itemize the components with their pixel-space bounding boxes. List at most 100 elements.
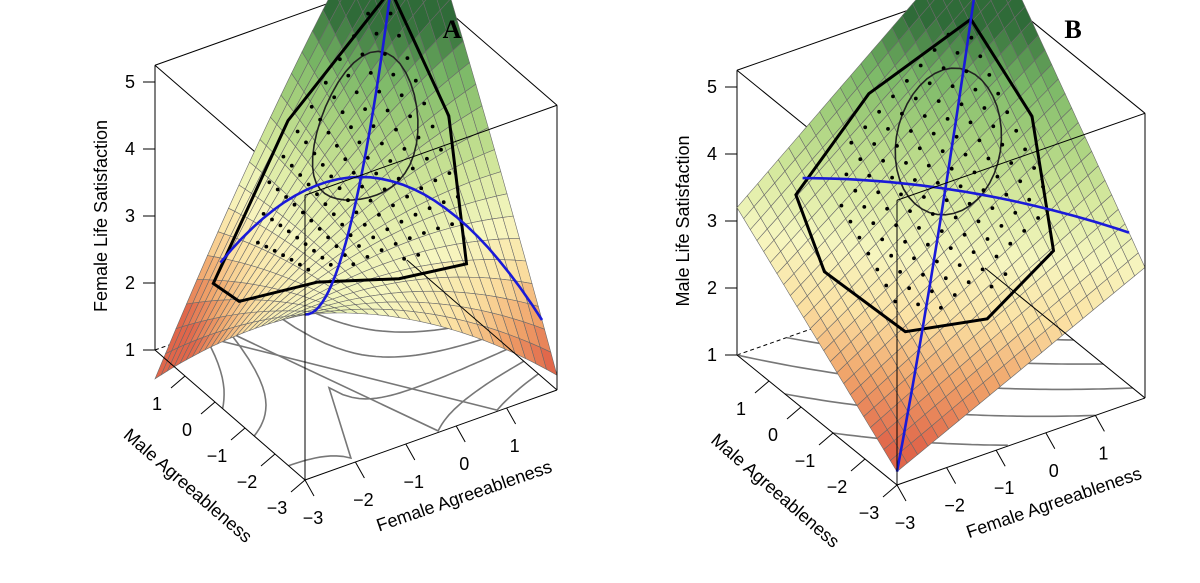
data-point (385, 108, 390, 113)
data-point (410, 166, 415, 171)
data-point (863, 125, 868, 130)
data-point (261, 212, 266, 216)
box-edge (154, 0, 340, 66)
data-point (399, 219, 404, 224)
data-point (391, 72, 396, 77)
box-edge (304, 104, 558, 196)
data-point (891, 94, 895, 99)
x-tick (354, 461, 365, 479)
data-point (917, 146, 922, 151)
box-front-edges (154, 104, 558, 481)
box-edge (896, 397, 1146, 486)
z-axis-title: Male Life Satisfaction (673, 135, 693, 306)
x-tick (1045, 432, 1056, 450)
x-tick (405, 443, 416, 461)
data-point (895, 144, 899, 148)
data-point (927, 81, 932, 86)
data-point (954, 134, 959, 139)
data-point (966, 280, 971, 285)
box-edge (984, 267, 1146, 399)
y-tick (786, 406, 802, 420)
data-point (917, 226, 921, 230)
data-point (913, 96, 918, 101)
y-tick-label: −3 (267, 498, 288, 518)
data-point (985, 237, 990, 241)
x-tick (455, 425, 466, 443)
data-point (912, 256, 916, 261)
box-edge (736, 0, 939, 71)
floor-contour-line (288, 347, 510, 467)
data-point (366, 11, 370, 16)
y-axis-title: Male Agreeableness (707, 430, 843, 552)
y-tick-label: −1 (795, 451, 816, 471)
surface (154, 0, 558, 380)
data-point (320, 163, 325, 167)
data-point (425, 156, 429, 161)
box-edge (896, 112, 1146, 201)
data-point (885, 206, 889, 211)
box-edge (736, 354, 898, 486)
data-point (405, 194, 409, 199)
data-point (839, 203, 844, 208)
data-point (978, 54, 983, 59)
data-point (329, 174, 334, 179)
data-point (304, 140, 308, 145)
y-tick (200, 401, 216, 415)
panel-letter: A (443, 15, 462, 44)
data-point (950, 84, 955, 89)
line-of-incongruence (219, 175, 544, 321)
data-point (281, 154, 286, 159)
x-tick-label: 0 (1049, 461, 1059, 481)
y-tick-label: 0 (768, 425, 778, 445)
data-point (922, 195, 926, 199)
data-point (371, 235, 376, 240)
line-of-congruence (895, 0, 976, 472)
data-point (893, 299, 898, 304)
data-point (890, 175, 894, 180)
data-point (853, 188, 858, 193)
data-point (407, 236, 412, 241)
data-point (848, 219, 853, 224)
data-point (377, 89, 382, 94)
data-point (312, 248, 316, 253)
data-point (278, 223, 283, 228)
data-point (332, 95, 337, 100)
data-point (844, 172, 849, 177)
data-point (391, 203, 395, 208)
data-point (402, 256, 406, 261)
data-point (368, 198, 373, 203)
y-tick (290, 479, 306, 493)
data-point (973, 87, 978, 92)
floor-contour-line (269, 309, 495, 358)
y-axis: −3 −2 −1 01 Male Agreeableness (120, 375, 306, 547)
data-point (943, 276, 948, 281)
data-point (405, 56, 410, 60)
y-tick-label: −1 (207, 446, 228, 466)
data-point (875, 267, 880, 272)
data-point (905, 79, 909, 83)
reference-lines (802, 0, 1130, 472)
data-point (958, 184, 963, 189)
data-point (904, 161, 908, 165)
data-hull-outline (211, 0, 469, 304)
data-point (1032, 166, 1036, 170)
data-point (953, 215, 958, 220)
z-tick-label: 5 (707, 77, 717, 97)
data-point (1005, 110, 1010, 115)
data-point (986, 156, 991, 161)
x-tick-label: −2 (353, 490, 374, 510)
reference-lines (219, 0, 544, 321)
data-point (955, 51, 960, 55)
x-tick (896, 484, 907, 502)
y-tick (818, 432, 834, 446)
data-point (941, 66, 946, 70)
data-point (413, 78, 418, 83)
data-point (968, 120, 973, 125)
data-point (292, 202, 297, 207)
data-point (849, 140, 854, 145)
x-tick (506, 407, 517, 425)
y-tick-label: 0 (182, 420, 192, 440)
data-point (422, 101, 427, 106)
data-point (256, 240, 260, 245)
box-front-edges (736, 112, 1146, 486)
